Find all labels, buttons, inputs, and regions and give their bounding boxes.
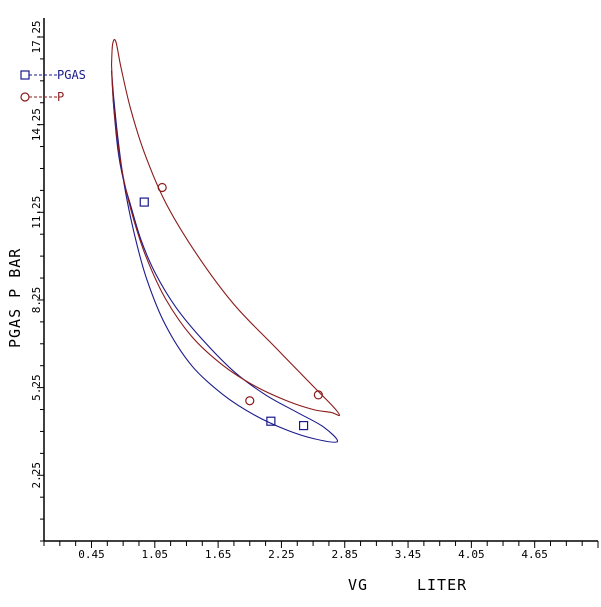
data-point-pgas (266, 416, 276, 426)
legend-item-pgas: PGAS (20, 68, 86, 82)
y-tick-label: 5.25 (30, 374, 43, 401)
x-tick-label: 4.05 (458, 548, 485, 561)
data-point-pgas (298, 420, 309, 431)
x-axis-unit: LITER (417, 576, 467, 594)
x-tick-label: 2.25 (268, 548, 295, 561)
square-marker-icon (20, 70, 30, 80)
legend: PGAS P (20, 68, 86, 104)
x-tick-label: 1.05 (142, 548, 169, 561)
y-tick-label: 8.25 (30, 287, 43, 314)
y-tick-label: 14.25 (30, 108, 43, 141)
data-point-p (245, 396, 255, 406)
data-point-p (157, 182, 167, 193)
plot-area: 0.45 1.05 1.65 2.25 2.85 3.45 4.05 4.65 2.25 5.2… (30, 18, 599, 561)
y-axis-title: PGAS P BAR (6, 248, 24, 348)
data-point-p (313, 390, 323, 400)
y-tick-label: 17.25 (30, 20, 43, 53)
x-tick-label: 1.65 (205, 548, 232, 561)
series-line-pgas (110, 70, 339, 443)
y-tick-label: 11.25 (30, 196, 43, 229)
legend-item-p: P (20, 90, 64, 104)
legend-label-pgas: PGAS (57, 68, 86, 82)
series-layer (110, 39, 341, 443)
x-tick-label: 0.45 (78, 548, 105, 561)
legend-label-p: P (57, 90, 64, 104)
series-line-p (110, 39, 341, 417)
y-ticks: 2.25 5.25 8.25 11.25 14.25 17.25 (30, 20, 44, 542)
x-tick-label: 4.65 (521, 548, 548, 561)
circle-marker-icon (20, 92, 30, 102)
x-tick-label: 3.45 (395, 548, 422, 561)
x-tick-label: 2.85 (331, 548, 358, 561)
data-point-pgas (139, 197, 149, 207)
x-axis-title: VG (348, 576, 368, 594)
y-tick-label: 2.25 (30, 462, 43, 489)
x-ticks: 0.45 1.05 1.65 2.25 2.85 3.45 4.05 4.65 (43, 541, 599, 561)
